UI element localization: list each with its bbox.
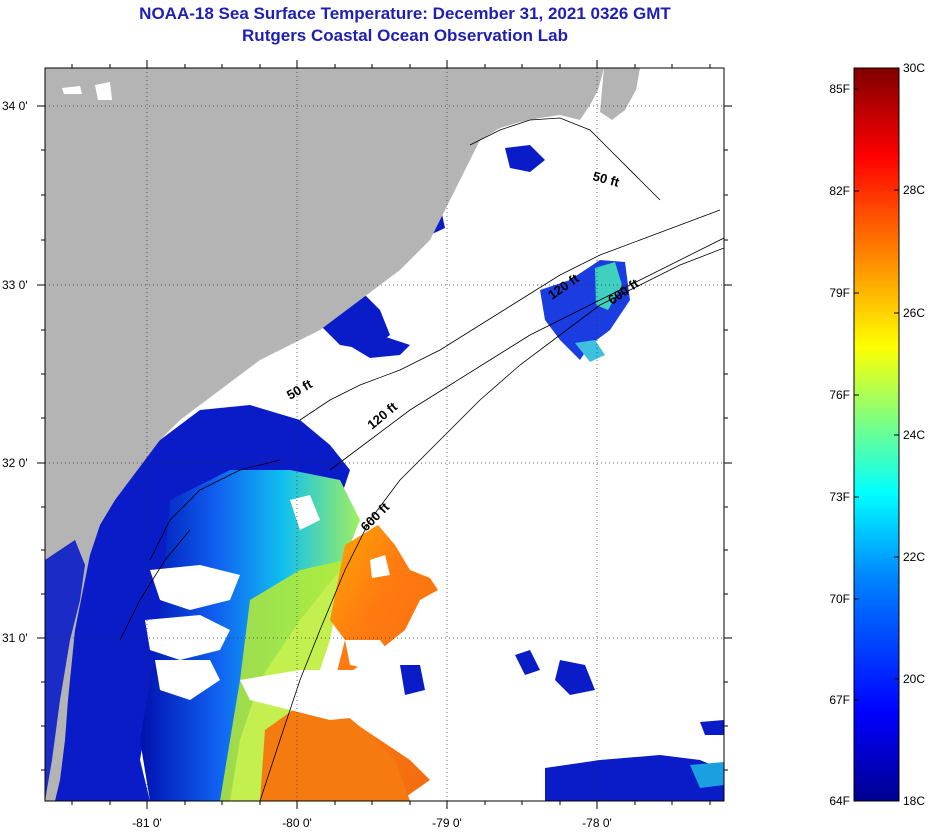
latitude-labels: 34 0' 33 0' 32 0' 31 0' — [2, 99, 28, 645]
lon-label-80: -80 0' — [282, 816, 312, 830]
fahrenheit-labels: 85F 82F 79F 76F 73F 70F 67F 64F — [829, 82, 850, 808]
bathymetry-contours — [119, 117, 724, 801]
c-label-28: 28C — [903, 183, 925, 197]
c-label-24: 24C — [903, 428, 925, 442]
color-bar-ramp — [853, 67, 900, 802]
c-label-30: 30C — [903, 61, 925, 75]
c-label-22: 22C — [903, 550, 925, 564]
c-label-26: 26C — [903, 306, 925, 320]
map-frame — [44, 67, 725, 802]
celsius-labels: 30C 28C 26C 24C 22C 20C 18C — [903, 61, 925, 808]
f-label-64: 64F — [829, 794, 850, 808]
f-label-82: 82F — [829, 184, 850, 198]
lon-label-78: -78 0' — [582, 816, 612, 830]
land-mass — [45, 68, 604, 801]
lat-label-33: 33 0' — [2, 278, 28, 292]
lon-label-81: -81 0' — [132, 816, 162, 830]
frame-ticks — [37, 60, 732, 809]
lat-label-31: 31 0' — [2, 631, 28, 645]
c-label-20: 20C — [903, 672, 925, 686]
map-panel: 50 ft 120 ft 600 ft 50 ft 120 ft 600 ft — [45, 68, 724, 801]
map-title: NOAA-18 Sea Surface Temperature: Decembe… — [139, 4, 671, 23]
lon-label-79: -79 0' — [432, 816, 462, 830]
map-subtitle: Rutgers Coastal Ocean Observation Lab — [242, 26, 568, 45]
contour-label-50-north: 50 ft — [591, 168, 621, 190]
lat-label-32: 32 0' — [2, 456, 28, 470]
c-label-18: 18C — [903, 794, 925, 808]
cloud-mask — [145, 480, 405, 720]
f-label-79: 79F — [829, 286, 850, 300]
lat-label-34: 34 0' — [2, 99, 28, 113]
f-label-76: 76F — [829, 388, 850, 402]
f-label-67: 67F — [829, 693, 850, 707]
longitude-labels: -81 0' -80 0' -79 0' -78 0' — [132, 816, 612, 830]
color-bar: 85F 82F 79F 76F 73F 70F 67F 64F 30C 28C … — [829, 61, 925, 808]
f-label-85: 85F — [829, 82, 850, 96]
f-label-70: 70F — [829, 592, 850, 606]
f-label-73: 73F — [829, 490, 850, 504]
